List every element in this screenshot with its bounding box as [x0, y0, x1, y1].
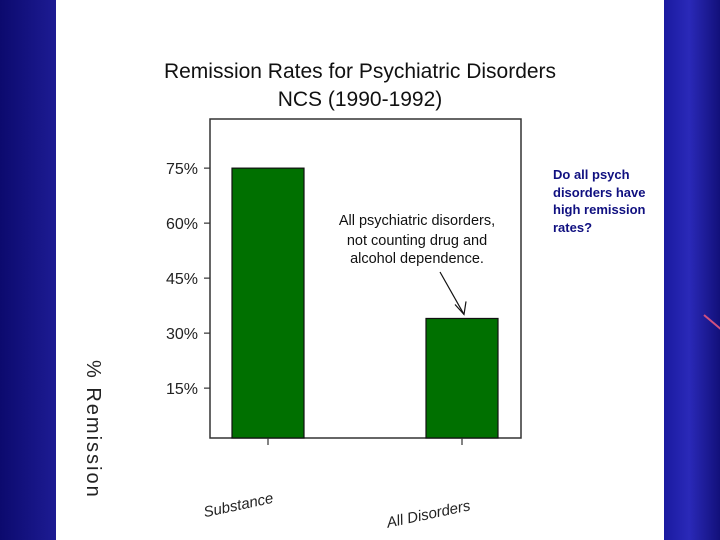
chart-subtitle: NCS (1990-1992) — [277, 88, 443, 111]
y-tick-label: 75% — [166, 161, 198, 178]
slide-background-right — [664, 0, 720, 540]
y-axis-label: % Remission — [82, 360, 104, 499]
y-tick-label: 15% — [166, 381, 198, 398]
side-question-text: Do all psych disorders have high remissi… — [553, 167, 646, 235]
y-tick-label: 60% — [166, 216, 198, 233]
slide-background-left — [0, 0, 56, 540]
bar-1 — [425, 317, 499, 439]
annotation-line: All psychiatric disorders, — [339, 213, 495, 229]
annotation-line: alcohol dependence. — [350, 251, 484, 267]
annotation-arrowhead — [454, 301, 467, 316]
annotation-arrow — [439, 271, 465, 315]
chart-title: Remission Rates for Psychiatric Disorder… — [163, 60, 557, 83]
y-tick-label: 30% — [166, 326, 198, 343]
slide-panel — [56, 0, 664, 540]
annotation-line: not counting drug and — [347, 233, 487, 249]
y-tick-label: 45% — [166, 271, 198, 288]
bar-0 — [231, 167, 305, 439]
